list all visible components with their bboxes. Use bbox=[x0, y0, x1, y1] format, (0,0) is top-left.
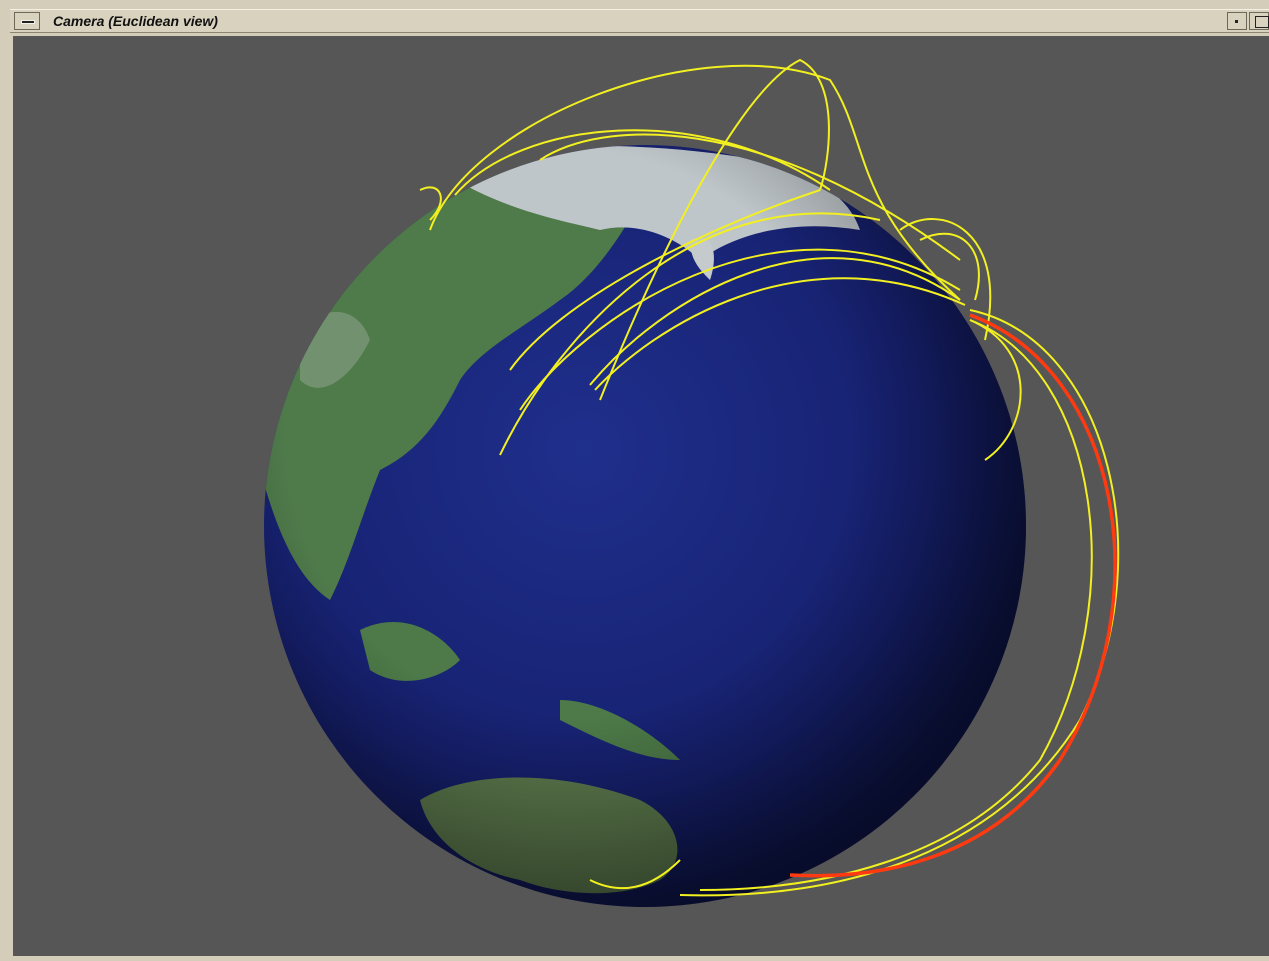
globe-scene bbox=[264, 58, 1120, 907]
window-menu-button[interactable] bbox=[14, 12, 40, 30]
globe-shading bbox=[264, 145, 1026, 907]
title-bar: Camera (Euclidean view) bbox=[10, 9, 1269, 33]
window-title: Camera (Euclidean view) bbox=[53, 13, 218, 29]
highlighted-arc bbox=[789, 313, 1117, 878]
maximize-button[interactable] bbox=[1249, 12, 1269, 30]
viewport bbox=[13, 36, 1269, 956]
minimize-button[interactable] bbox=[1227, 12, 1247, 30]
